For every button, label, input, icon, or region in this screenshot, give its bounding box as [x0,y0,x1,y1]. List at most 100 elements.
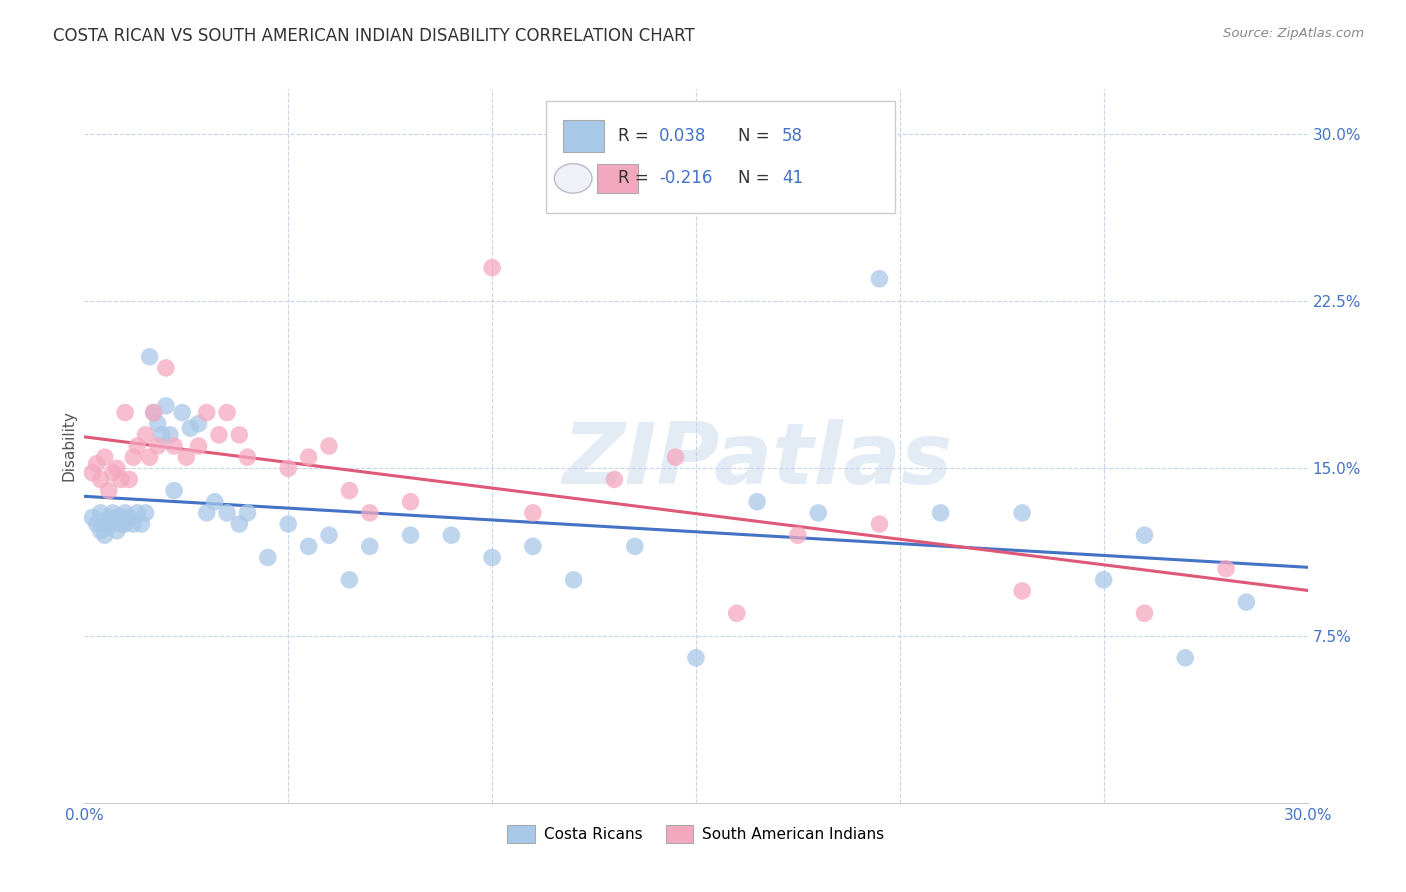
Point [481,260,503,275]
Point [522,506,544,520]
Point [90,506,112,520]
Point [359,539,381,553]
Point [187,417,209,431]
Point [110,473,132,487]
Point [146,439,169,453]
Point [146,417,169,431]
Point [114,516,136,531]
Point [122,450,145,464]
Point [105,461,128,475]
Point [101,506,124,520]
Point [236,506,259,520]
Point [1092,573,1115,587]
Point [101,515,124,529]
Point [208,427,231,442]
Point [187,439,209,453]
Point [122,516,145,531]
Point [298,539,321,553]
Point [217,405,239,419]
Point [163,439,186,453]
Point [277,516,299,531]
Point [105,510,128,524]
Point [807,506,830,520]
Point [298,450,321,464]
Point [399,528,422,542]
Point [142,405,165,419]
Text: Source: ZipAtlas.com: Source: ZipAtlas.com [1223,27,1364,40]
Point [318,439,340,453]
Point [131,516,153,531]
Point [155,399,177,413]
Point [172,405,194,419]
Point [118,473,141,487]
Point [97,510,120,524]
Point [1133,528,1156,542]
Point [195,506,218,520]
Point [624,539,647,553]
Point [155,360,177,375]
Point [159,427,181,442]
Point [228,427,250,442]
Point [440,528,463,542]
Point [93,528,115,542]
Point [929,506,952,520]
Point [97,483,120,498]
Y-axis label: Disability: Disability [60,410,76,482]
Point [228,516,250,531]
Point [138,350,160,364]
Point [135,506,157,520]
Point [204,494,226,508]
Point [339,573,361,587]
Point [90,473,112,487]
Point [399,494,422,508]
Point [114,506,136,520]
Point [1174,651,1197,665]
Point [277,461,299,475]
Point [105,524,128,538]
Point [90,524,112,538]
Point [747,494,769,508]
Point [1011,583,1033,598]
Point [97,519,120,533]
Point [522,539,544,553]
Point [127,506,149,520]
Point [135,427,157,442]
Point [1215,562,1237,576]
Point [257,550,280,565]
Point [339,483,361,498]
Point [725,607,748,621]
Text: ZIPatlas: ZIPatlas [562,418,952,502]
Point [195,405,218,419]
Point [127,439,149,453]
Point [217,506,239,520]
Point [1133,607,1156,621]
Point [110,510,132,524]
Point [562,573,585,587]
Point [110,516,132,531]
Point [142,405,165,419]
Point [118,510,141,524]
Point [869,271,891,285]
Point [869,516,891,531]
Point [138,450,160,464]
Point [787,528,810,542]
Point [150,427,173,442]
Point [93,450,115,464]
Legend: Costa Ricans, South American Indians: Costa Ricans, South American Indians [502,819,890,848]
Point [93,515,115,529]
Point [1011,506,1033,520]
Point [359,506,381,520]
Point [163,483,186,498]
Point [603,473,626,487]
Point [82,466,104,480]
Point [665,450,688,464]
Point [101,466,124,480]
Point [236,450,259,464]
Text: COSTA RICAN VS SOUTH AMERICAN INDIAN DISABILITY CORRELATION CHART: COSTA RICAN VS SOUTH AMERICAN INDIAN DIS… [53,27,695,45]
Point [318,528,340,542]
Point [86,457,108,471]
Point [179,421,201,435]
Point [114,405,136,419]
Point [685,651,707,665]
Point [174,450,197,464]
